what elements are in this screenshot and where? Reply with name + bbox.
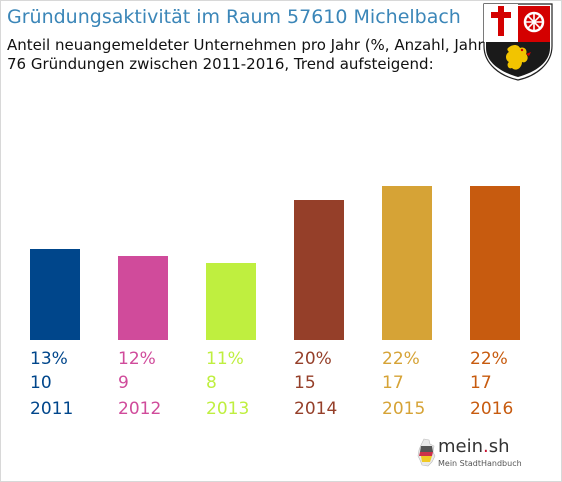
- subtitle-line-1: Anteil neuangemeldeter Unternehmen pro J…: [7, 36, 490, 54]
- logo-dot: .: [483, 436, 489, 457]
- bar-2014: [294, 200, 344, 340]
- chart-title: Gründungsaktivität im Raum 57610 Michelb…: [7, 6, 461, 28]
- count-label-2015: 17: [382, 373, 404, 393]
- count-label-2011: 10: [30, 373, 52, 393]
- logo-tld: sh: [488, 436, 510, 457]
- bar-2012: [118, 256, 168, 340]
- germany-map-icon: [417, 438, 436, 467]
- bars-group: [30, 186, 520, 340]
- year-label-2012: 2012: [118, 399, 161, 419]
- bar-2013: [206, 263, 256, 340]
- count-label-2014: 15: [294, 373, 316, 393]
- count-label-2016: 17: [470, 373, 492, 393]
- percent-label-2012: 12%: [118, 349, 156, 369]
- subtitle-line-2: 76 Gründungen zwischen 2011-2016, Trend …: [7, 55, 434, 73]
- labels-group: 13% 10 2011 12% 9 2012 11% 8 2013 20% 15 2014 22% 17 2…: [30, 349, 513, 419]
- percent-label-2013: 11%: [206, 349, 244, 369]
- logo-wordmark: mein.sh: [438, 436, 510, 457]
- coat-of-arms-icon: [483, 3, 553, 81]
- year-label-2013: 2013: [206, 399, 249, 419]
- percent-label-2016: 22%: [470, 349, 508, 369]
- count-label-2013: 8: [206, 373, 217, 393]
- bar-2011: [30, 249, 80, 340]
- percent-label-2015: 22%: [382, 349, 420, 369]
- bar-2015: [382, 186, 432, 340]
- percent-label-2011: 13%: [30, 349, 68, 369]
- year-label-2015: 2015: [382, 399, 425, 419]
- year-label-2016: 2016: [470, 399, 513, 419]
- percent-label-2014: 20%: [294, 349, 332, 369]
- chart-subtitle: Anteil neuangemeldeter Unternehmen pro J…: [7, 36, 490, 74]
- logo-tagline: Mein StadtHandbuch: [438, 459, 522, 468]
- bar-2016: [470, 186, 520, 340]
- logo-brand: mein: [438, 436, 484, 457]
- year-label-2011: 2011: [30, 399, 73, 419]
- mein-sh-logo[interactable]: mein.sh Mein StadtHandbuch: [416, 434, 526, 474]
- count-label-2012: 9: [118, 373, 129, 393]
- year-label-2014: 2014: [294, 399, 337, 419]
